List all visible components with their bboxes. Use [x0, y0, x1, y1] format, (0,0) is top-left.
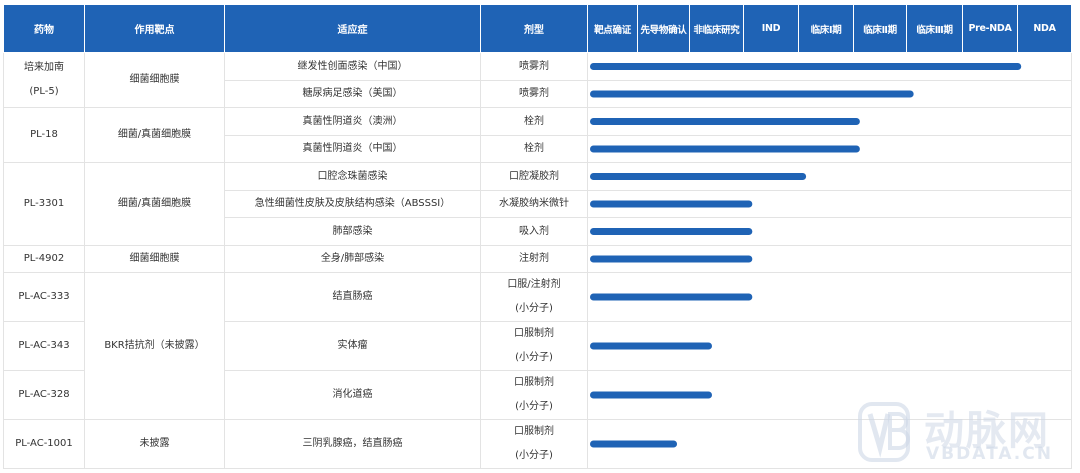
form-line: (小分子) — [515, 401, 553, 412]
header-stage: 临床Ⅰ期 — [798, 4, 854, 53]
form-line: (小分子) — [515, 450, 553, 461]
form-cell: 栓剂 — [480, 135, 588, 163]
header-row: 药物 作用靶点 适应症 剂型 靶点确证 先导物确认 非临床研究 IND 临床Ⅰ期… — [3, 4, 1072, 53]
watermark-en: VBDATA.CN — [926, 444, 1053, 464]
target-cell: 细菌/真菌细胞膜 — [84, 107, 225, 163]
indication-cell: 肺部感染 — [224, 217, 481, 246]
form-line: 口服/注射剂 — [507, 279, 561, 290]
table-row: PL-4902 细菌细胞膜 全身/肺部感染 注射剂 — [3, 245, 1072, 273]
progress-cell — [587, 135, 1072, 163]
vb-logo-icon — [858, 402, 910, 462]
indication-cell: 真菌性阴道炎（澳洲） — [224, 107, 481, 136]
watermark-cn: 动脉网 — [924, 408, 1050, 454]
drug-code: (PL-5) — [29, 86, 59, 97]
indication-cell: 消化道癌 — [224, 370, 481, 420]
form-cell: 喷雾剂 — [480, 52, 588, 81]
progress-cell — [587, 107, 1072, 136]
target-cell: 未披露 — [84, 419, 225, 469]
drug-cell: PL-AC-333 — [3, 272, 85, 322]
table-row: PL-AC-343 实体瘤 口服制剂 (小分子) — [3, 321, 1072, 371]
progress-cell — [587, 162, 1072, 191]
form-cell: 口服制剂 (小分子) — [480, 419, 588, 469]
indication-cell: 继发性创面感染（中国） — [224, 52, 481, 81]
drug-cell: 培来加南 (PL-5) — [3, 52, 85, 108]
form-line: 口服制剂 — [514, 377, 554, 388]
header-stage: 临床Ⅱ期 — [853, 4, 907, 53]
form-line: 口服制剂 — [514, 328, 554, 339]
progress-cell — [587, 272, 1072, 322]
table-row: PL-18 细菌/真菌细胞膜 真菌性阴道炎（澳洲） 栓剂 — [3, 107, 1072, 163]
drug-cell: PL-AC-343 — [3, 321, 85, 371]
indication-cell: 全身/肺部感染 — [224, 245, 481, 273]
drug-name: 培来加南 — [24, 62, 64, 73]
form-cell: 栓剂 — [480, 107, 588, 136]
drug-cell: PL-3301 — [3, 162, 85, 246]
progress-cell — [587, 80, 1072, 108]
form-cell: 水凝胶纳米微针 — [480, 190, 588, 218]
header-stage: IND — [743, 4, 799, 53]
drug-cell: PL-AC-328 — [3, 370, 85, 420]
indication-cell: 三阴乳腺癌，结直肠癌 — [224, 419, 481, 469]
table-row: 糖尿病足感染（美国） 喷雾剂 — [4, 80, 1072, 108]
table-row: PL-3301 细菌/真菌细胞膜 口腔念珠菌感染 口腔凝胶剂 — [3, 162, 1072, 246]
header-stage: 非临床研究 — [689, 4, 744, 53]
form-cell: 注射剂 — [480, 245, 588, 273]
header-stage: NDA — [1017, 4, 1072, 53]
table-row: PL-AC-333 BKR拮抗剂（未披露） 结直肠癌 口服/注射剂 (小分子) — [3, 272, 1072, 420]
form-line: (小分子) — [515, 352, 553, 363]
target-cell: BKR拮抗剂（未披露） — [84, 272, 225, 420]
header-target: 作用靶点 — [84, 4, 225, 53]
target-cell: 细菌细胞膜 — [84, 245, 225, 273]
form-cell: 口腔凝胶剂 — [480, 162, 588, 191]
form-cell: 吸入剂 — [480, 217, 588, 246]
header-stage: 靶点确证 — [587, 4, 638, 53]
drug-cell: PL-AC-1001 — [3, 419, 85, 469]
indication-cell: 真菌性阴道炎（中国） — [224, 135, 481, 163]
indication-cell: 急性细菌性皮肤及皮肤结构感染（ABSSSI） — [224, 190, 481, 218]
target-cell: 细菌/真菌细胞膜 — [84, 162, 225, 246]
header-stage: 先导物确认 — [637, 4, 690, 53]
drug-cell: PL-18 — [3, 107, 85, 163]
header-stage: Pre-NDA — [962, 4, 1018, 53]
form-cell: 口服制剂 (小分子) — [480, 370, 588, 420]
form-cell: 口服制剂 (小分子) — [480, 321, 588, 371]
indication-cell: 实体瘤 — [224, 321, 481, 371]
header-drug: 药物 — [3, 4, 85, 53]
progress-cell — [587, 245, 1072, 273]
header-stage: 临床Ⅲ期 — [906, 4, 963, 53]
form-cell: 喷雾剂 — [480, 80, 588, 108]
form-cell: 口服/注射剂 (小分子) — [480, 272, 588, 322]
progress-cell — [587, 217, 1072, 246]
header-form: 剂型 — [480, 4, 588, 53]
table-row: 急性细菌性皮肤及皮肤结构感染（ABSSSI） 水凝胶纳米微针 — [4, 190, 1072, 218]
progress-cell — [587, 321, 1072, 371]
progress-cell — [587, 190, 1072, 218]
target-cell: 细菌细胞膜 — [84, 52, 225, 108]
indication-cell: 糖尿病足感染（美国） — [224, 80, 481, 108]
pipeline-table: 药物 作用靶点 适应症 剂型 靶点确证 先导物确认 非临床研究 IND 临床Ⅰ期… — [3, 4, 1072, 469]
table-row: PL-AC-1001 未披露 三阴乳腺癌，结直肠癌 口服制剂 (小分子) — [3, 419, 1072, 469]
progress-cell — [587, 52, 1072, 81]
table-row: 培来加南 (PL-5) 细菌细胞膜 继发性创面感染（中国） 喷雾剂 — [3, 52, 1072, 108]
form-line: 口服制剂 — [514, 426, 554, 437]
indication-cell: 结直肠癌 — [224, 272, 481, 322]
header-indication: 适应症 — [224, 4, 481, 53]
form-line: (小分子) — [515, 303, 553, 314]
drug-cell: PL-4902 — [3, 245, 85, 273]
indication-cell: 口腔念珠菌感染 — [224, 162, 481, 191]
watermark: 动脉网 VBDATA.CN — [858, 398, 1074, 468]
table-row: 肺部感染 吸入剂 — [4, 217, 1072, 246]
